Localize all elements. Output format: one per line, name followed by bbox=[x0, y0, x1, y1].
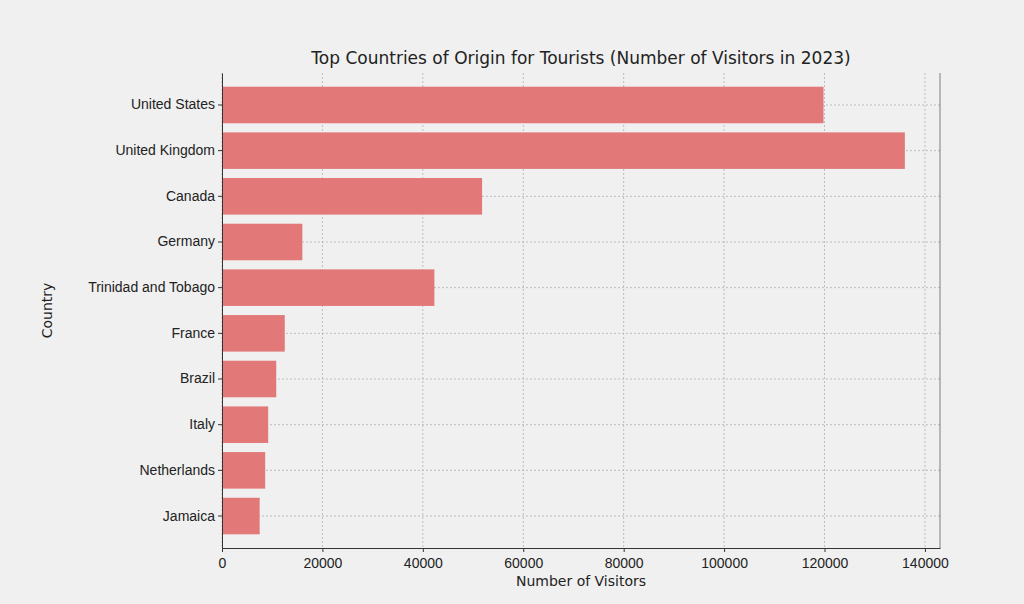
bar bbox=[222, 406, 268, 443]
x-axis-title: Number of Visitors bbox=[516, 573, 646, 589]
chart: 0 20000 40000 60000 80000 100000 120000 140000 U… bbox=[0, 0, 1024, 604]
y-tick-label: United Kingdom bbox=[115, 142, 215, 158]
y-tick-label: Jamaica bbox=[163, 508, 215, 524]
title: Top Countries of Origin for Tourists (Nu… bbox=[310, 48, 850, 68]
x-tick: 100000 bbox=[701, 548, 748, 571]
bars bbox=[222, 87, 905, 535]
x-tick-mark bbox=[423, 548, 424, 552]
bar bbox=[222, 452, 265, 489]
y-tick-mark bbox=[218, 470, 222, 471]
x-tick-mark bbox=[322, 548, 323, 552]
grid-line bbox=[222, 333, 940, 334]
x-tick-label: 100000 bbox=[701, 555, 748, 571]
bar bbox=[222, 361, 276, 398]
frame-line bbox=[940, 73, 941, 548]
y-tick-mark bbox=[218, 333, 222, 334]
x-tick-label: 120000 bbox=[802, 555, 849, 571]
y-tick-label: United States bbox=[131, 96, 215, 112]
x-tick-label: 40000 bbox=[404, 555, 443, 571]
x-tick-label: 80000 bbox=[605, 555, 644, 571]
bar bbox=[222, 498, 260, 535]
y-tick: United Kingdom bbox=[115, 142, 222, 158]
bar bbox=[222, 315, 285, 352]
y-tick: Netherlands bbox=[140, 462, 223, 478]
x-tick: 60000 bbox=[504, 548, 543, 571]
y-tick-label: Brazil bbox=[180, 370, 215, 386]
x-axis-line bbox=[223, 548, 941, 549]
y-axis-line bbox=[222, 74, 223, 549]
y-tick: Brazil bbox=[180, 370, 222, 386]
x-tick-label: 0 bbox=[219, 555, 227, 571]
y-tick: Trinidad and Tobago bbox=[88, 279, 222, 295]
y-tick-mark bbox=[218, 379, 222, 380]
x-tick: 140000 bbox=[902, 548, 949, 571]
x-tick-mark bbox=[222, 548, 223, 552]
y-tick-mark bbox=[218, 516, 222, 517]
grid-line bbox=[924, 73, 925, 548]
y-tick-mark bbox=[218, 196, 222, 197]
grid-line bbox=[222, 424, 940, 425]
y-tick-label: Germany bbox=[157, 233, 215, 249]
y-tick: Jamaica bbox=[163, 508, 222, 524]
bar bbox=[222, 87, 824, 124]
y-tick-label: Italy bbox=[189, 416, 215, 432]
y-tick-label: Netherlands bbox=[140, 462, 216, 478]
grid-line bbox=[222, 470, 940, 471]
y-tick: United States bbox=[131, 96, 222, 112]
y-axis: United States United Kingdom Canada Germany… bbox=[88, 74, 222, 549]
x-tick-label: 20000 bbox=[303, 555, 342, 571]
bar bbox=[222, 224, 302, 261]
y-tick: Germany bbox=[157, 233, 222, 249]
x-tick: 120000 bbox=[802, 548, 849, 571]
grid-line bbox=[222, 379, 940, 380]
y-tick-label: France bbox=[171, 325, 215, 341]
grid-line bbox=[222, 241, 940, 242]
x-tick-mark bbox=[523, 548, 524, 552]
bar bbox=[222, 132, 905, 169]
y-axis-title: Country bbox=[39, 283, 55, 339]
x-tick: 80000 bbox=[605, 548, 644, 571]
x-tick: 40000 bbox=[404, 548, 443, 571]
x-tick-mark bbox=[724, 548, 725, 552]
y-tick: Canada bbox=[166, 188, 222, 204]
y-tick-mark bbox=[218, 287, 222, 288]
background bbox=[0, 0, 1024, 604]
plot: 0 20000 40000 60000 80000 100000 120000 140000 U… bbox=[88, 73, 949, 571]
y-tick: France bbox=[171, 325, 222, 341]
x-tick-mark bbox=[825, 548, 826, 552]
y-tick-mark bbox=[218, 104, 222, 105]
y-tick-label: Trinidad and Tobago bbox=[88, 279, 215, 295]
x-tick: 20000 bbox=[303, 548, 342, 571]
x-tick-label: 140000 bbox=[902, 555, 949, 571]
grid-line bbox=[222, 516, 940, 517]
y-tick-label: Canada bbox=[166, 188, 215, 204]
bar bbox=[222, 269, 434, 306]
y-tick-mark bbox=[218, 241, 222, 242]
y-tick: Italy bbox=[189, 416, 222, 432]
x-tick-label: 60000 bbox=[504, 555, 543, 571]
x-tick-mark bbox=[925, 548, 926, 552]
y-tick-mark bbox=[218, 150, 222, 151]
y-tick-mark bbox=[218, 424, 222, 425]
x-tick-mark bbox=[624, 548, 625, 552]
bar bbox=[222, 178, 482, 215]
x-tick: 0 bbox=[219, 548, 227, 571]
grid-line bbox=[222, 73, 223, 548]
grid bbox=[222, 73, 940, 548]
x-axis: 0 20000 40000 60000 80000 100000 120000 140000 bbox=[219, 548, 949, 571]
